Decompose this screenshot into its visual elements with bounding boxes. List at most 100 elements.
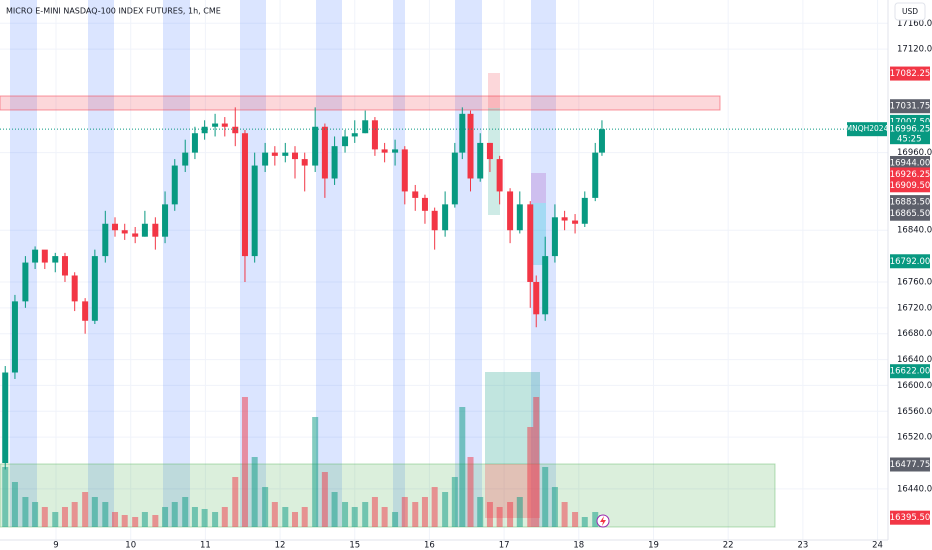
volume-bar <box>542 467 549 527</box>
volume-bar <box>2 467 9 527</box>
supply-zone <box>0 95 721 111</box>
candle-body <box>431 210 438 231</box>
price-badge-label: 16944.00 <box>890 158 931 168</box>
candle-body <box>271 152 278 156</box>
x-tick-label: 22 <box>723 541 734 550</box>
volume-bar <box>477 497 484 527</box>
replay-icon-bolt <box>600 516 606 526</box>
price-badge <box>890 99 930 114</box>
grid <box>0 0 888 540</box>
candle-body <box>516 204 523 231</box>
price-badge <box>890 178 930 193</box>
candle-body <box>221 123 228 127</box>
volume-bar <box>121 515 128 527</box>
volume-bar <box>152 515 159 527</box>
candle-body <box>282 152 289 156</box>
symbol-tag: MNQH2024 <box>846 124 889 133</box>
candle-body <box>421 197 428 211</box>
y-tick-label: 16560.00 <box>897 407 932 417</box>
volume-bar <box>162 507 169 527</box>
candle-body <box>91 256 98 321</box>
candle-body <box>331 146 338 179</box>
candles <box>2 107 605 470</box>
volume-bar <box>312 417 319 527</box>
volume-bar <box>182 497 189 527</box>
volume-bar <box>41 507 48 527</box>
volume-bar <box>431 487 438 527</box>
y-tick-label: 16520.00 <box>897 433 932 443</box>
x-tick-label: 10 <box>125 541 136 550</box>
candle-body <box>2 372 9 464</box>
candle-body <box>32 249 39 263</box>
session-band <box>163 0 190 527</box>
candle-body <box>11 301 18 373</box>
price-badge <box>890 510 930 525</box>
candle-body <box>201 126 208 134</box>
overlay: MNQH2024 <box>0 122 889 137</box>
price-badge-label: 16996.25 <box>890 125 931 135</box>
currency-button[interactable] <box>894 2 926 21</box>
x-tick-label: 23 <box>797 541 808 550</box>
candle-body <box>507 191 514 231</box>
candle-body <box>102 223 109 257</box>
volume-bar <box>412 502 419 527</box>
volume-bar <box>262 487 269 527</box>
volume-bar <box>321 472 328 527</box>
x-tick-label: 16 <box>424 541 435 550</box>
price-badge-label: 17082.25 <box>890 69 931 79</box>
volume-bar <box>581 517 588 527</box>
x-tick-label: 17 <box>499 541 510 550</box>
y-tick-label: 16760.00 <box>897 277 932 287</box>
volume-bar <box>442 492 449 527</box>
x-tick-label: 9 <box>53 541 58 550</box>
volume-bar <box>82 492 89 527</box>
price-badge-label: 16792.00 <box>890 257 931 267</box>
candle-body <box>381 149 388 153</box>
price-badge-label: 16883.50 <box>890 198 931 208</box>
session-band <box>455 0 482 527</box>
volume-bar <box>533 397 540 527</box>
axis: 17160.00 17120.00 16960.00 16840.00 16760.00… <box>53 19 932 550</box>
volume-bar <box>451 477 458 527</box>
volume-bar <box>112 512 119 527</box>
candle-body <box>572 220 579 224</box>
candle-body <box>551 217 558 257</box>
candle-body <box>486 142 493 160</box>
candle-body <box>112 223 119 231</box>
y-tick-label: 17120.00 <box>897 45 932 55</box>
volume-bar <box>516 497 523 527</box>
volume-bar <box>241 397 248 527</box>
candle-body <box>52 256 59 263</box>
position-stop <box>531 173 546 203</box>
x-tick-label: 12 <box>275 541 286 550</box>
candle-body <box>496 159 503 192</box>
y-tick-label: 16840.00 <box>897 226 932 236</box>
price-badge <box>890 254 930 269</box>
y-tick-label: 16960.00 <box>897 148 932 158</box>
candle-body <box>561 217 568 221</box>
volume-pane <box>2 397 605 527</box>
volume-bar <box>22 497 29 527</box>
candle-body <box>22 262 29 302</box>
candle-body <box>41 249 48 263</box>
volume-bar <box>561 502 568 527</box>
candle-body <box>121 230 128 234</box>
candle-body <box>581 197 588 224</box>
y-tick-label: 16600.00 <box>897 381 932 391</box>
price-badge-label: 16926.25 <box>890 170 931 180</box>
countdown: 45:25 <box>897 135 922 145</box>
candle-body <box>61 256 68 276</box>
candle-body <box>171 165 178 205</box>
volume-bar <box>191 507 198 527</box>
y-tick-label: 16440.00 <box>897 484 932 494</box>
volume-bar <box>342 502 349 527</box>
currency[interactable]: USD <box>902 7 918 16</box>
candle-body <box>82 301 89 321</box>
volume-bar <box>52 512 59 527</box>
volume-bar <box>141 512 148 527</box>
volume-bar <box>331 492 338 527</box>
candle-body <box>212 123 219 127</box>
candle-body <box>182 152 189 166</box>
price-badge <box>890 195 930 210</box>
